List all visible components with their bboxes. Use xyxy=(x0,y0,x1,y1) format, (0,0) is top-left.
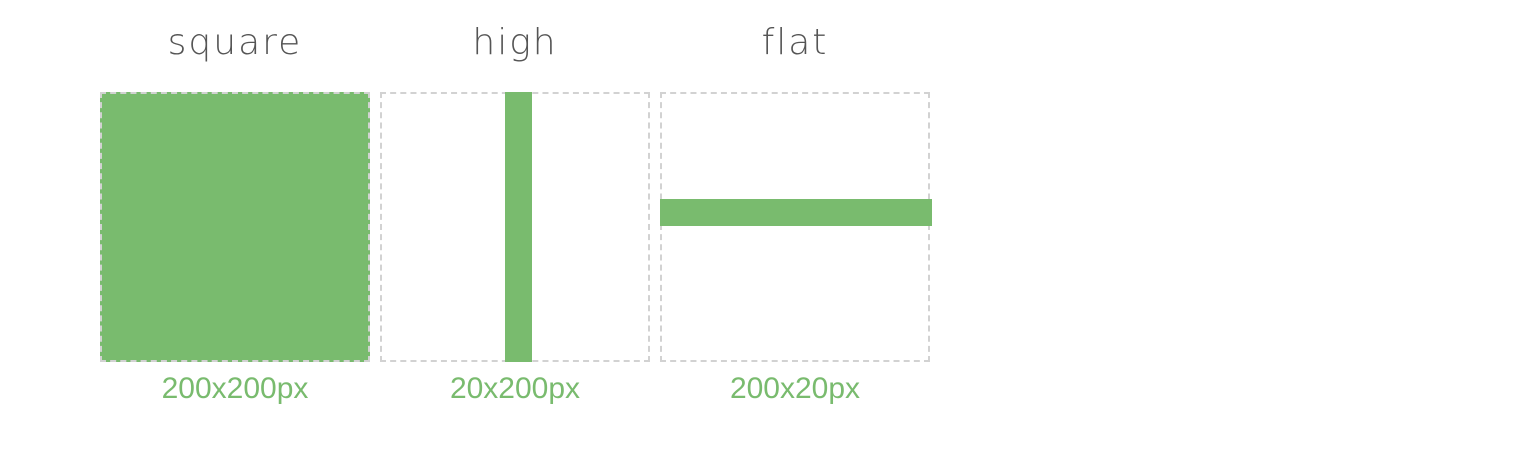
size-label: 20x200px xyxy=(449,372,581,405)
dashed-frame xyxy=(660,92,930,362)
panel-title: flat xyxy=(761,22,829,63)
panel-square: square 200x200px xyxy=(100,0,370,450)
high-shape xyxy=(505,92,532,362)
size-label: 200x20px xyxy=(729,372,861,405)
panel-flat: flat 200x20px xyxy=(660,0,932,450)
flat-shape xyxy=(660,199,932,226)
square-shape xyxy=(100,92,370,362)
panel-high: high 20x200px xyxy=(380,0,650,450)
panel-title: square xyxy=(167,22,303,63)
panel-title: high xyxy=(472,22,558,63)
size-label: 200x200px xyxy=(161,372,309,405)
dashed-frame xyxy=(100,92,370,362)
